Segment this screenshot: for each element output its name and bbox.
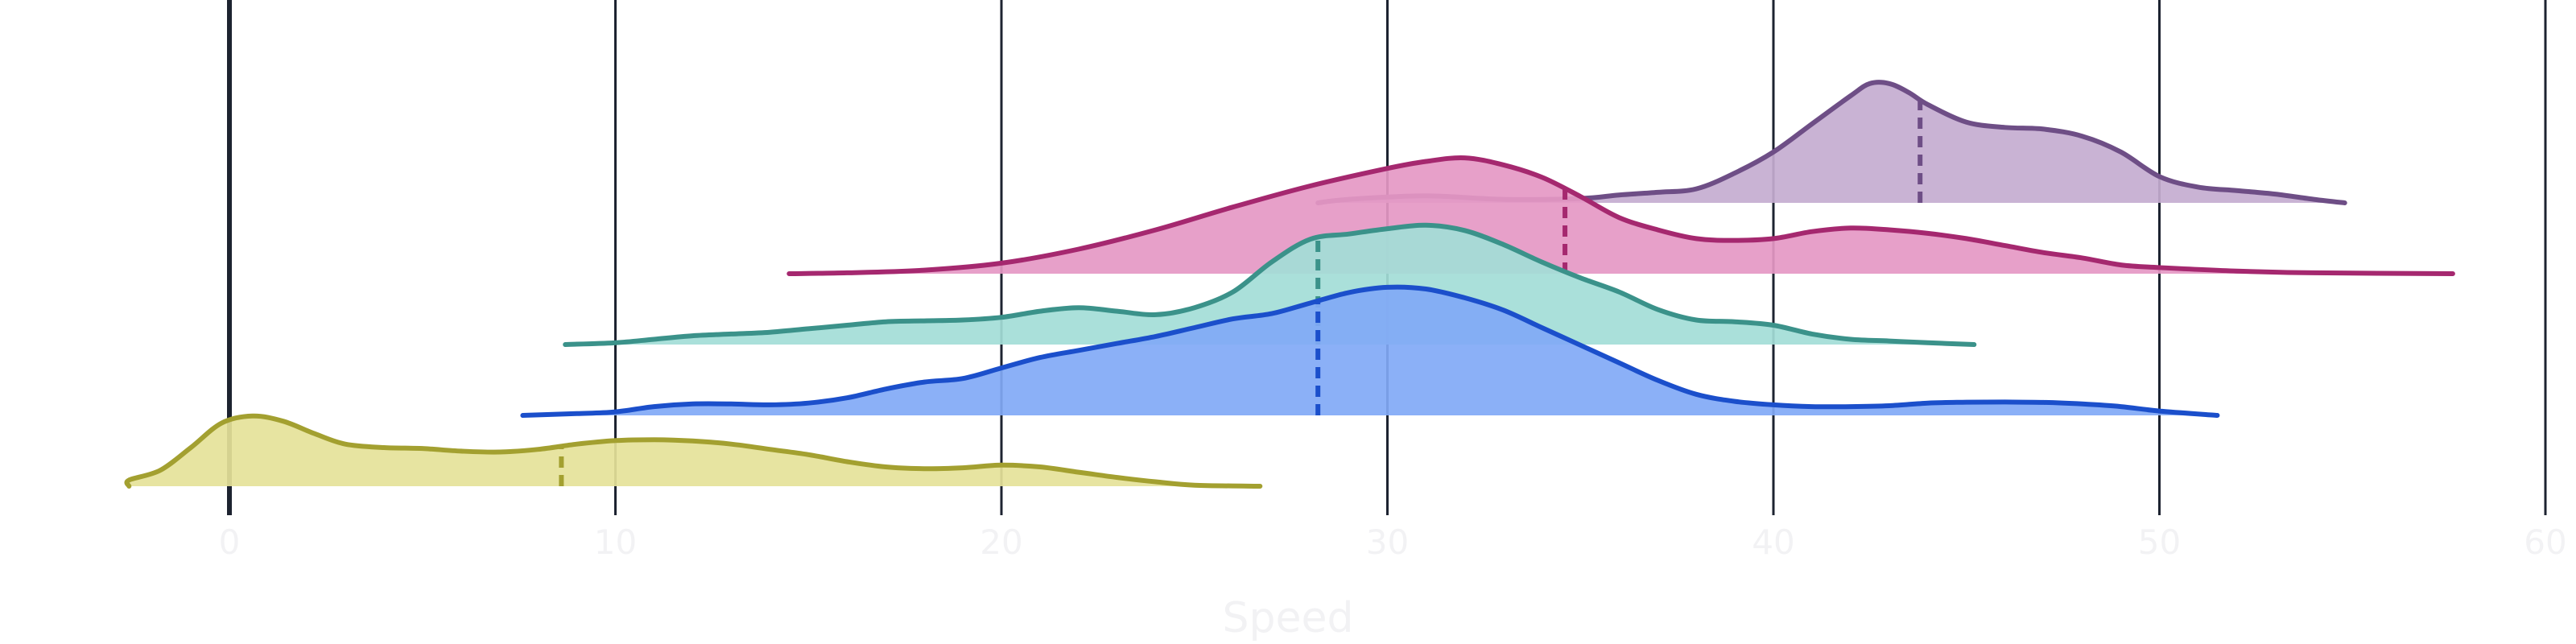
ridge-area-2 xyxy=(522,287,2218,415)
x-axis-label: Speed xyxy=(1222,594,1353,642)
ridge-series-2 xyxy=(520,284,2220,418)
ridge-outline-1 xyxy=(124,413,1263,489)
x-tick-label-50: 50 xyxy=(2138,522,2181,562)
ridge-series-1 xyxy=(124,413,1263,489)
ridge-outline-4 xyxy=(786,155,2455,276)
ridge-outline-3 xyxy=(563,222,1977,347)
x-tick-labels: 0 10 20 30 40 50 60 xyxy=(219,522,2567,562)
ridge-area-3 xyxy=(565,225,1975,345)
x-tick-label-60: 60 xyxy=(2524,522,2566,562)
x-tick-label-20: 20 xyxy=(980,522,1022,562)
ridge-series-3 xyxy=(563,222,1977,347)
ridge-area-5 xyxy=(1318,82,2345,203)
ridgeline-series xyxy=(124,80,2455,489)
x-tick-label-40: 40 xyxy=(1752,522,1794,562)
x-tick-label-0: 0 xyxy=(219,522,241,562)
x-tick-label-30: 30 xyxy=(1366,522,1409,562)
ridge-outline-2 xyxy=(520,284,2220,418)
ridge-area-4 xyxy=(789,157,2453,274)
x-tick-label-10: 10 xyxy=(594,522,637,562)
ridge-series-4 xyxy=(786,155,2455,276)
